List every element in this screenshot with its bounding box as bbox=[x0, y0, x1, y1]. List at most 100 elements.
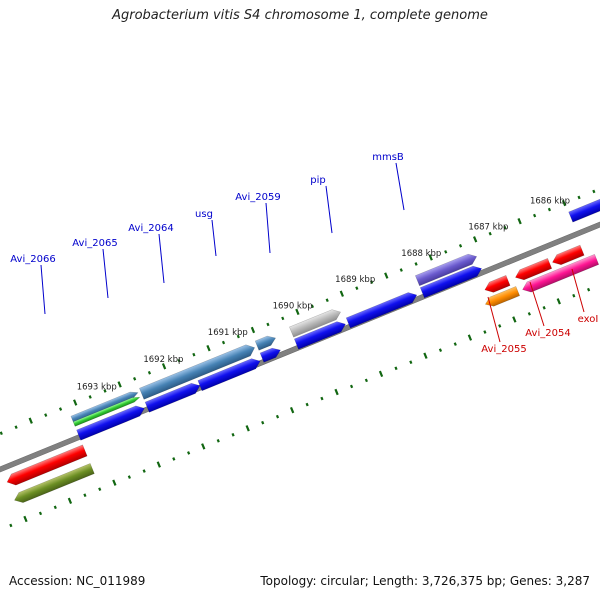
cds-forward-arrow bbox=[144, 382, 201, 413]
cds-forward-arrow bbox=[294, 321, 346, 350]
gene-label: Avi_2059 bbox=[235, 192, 280, 203]
gc-tick bbox=[378, 370, 384, 378]
gc-tick bbox=[517, 217, 522, 225]
gc-tick bbox=[473, 236, 478, 243]
gc-tick bbox=[187, 451, 191, 455]
gc-tick bbox=[414, 262, 418, 266]
cds-reverse-arrow bbox=[6, 444, 88, 486]
gc-tick bbox=[112, 479, 117, 486]
gc-tick bbox=[245, 425, 250, 432]
gc-tick bbox=[483, 330, 487, 334]
gc-tick bbox=[325, 298, 329, 303]
gene-label: Avi_2064 bbox=[128, 223, 173, 234]
gc-tick bbox=[453, 342, 457, 346]
gc-tick bbox=[216, 439, 220, 443]
leader-line bbox=[571, 268, 585, 313]
cds-reverse-arrow bbox=[515, 258, 553, 281]
cds-forward-arrow bbox=[259, 347, 281, 363]
gc-tick bbox=[88, 395, 92, 399]
cds-forward-arrow bbox=[197, 358, 261, 392]
gene-region bbox=[254, 335, 276, 351]
gc-tick bbox=[488, 231, 492, 236]
gc-tick bbox=[533, 213, 537, 218]
gc-tick bbox=[310, 304, 314, 309]
gene-label: exoI bbox=[578, 314, 599, 325]
gc-tick bbox=[592, 189, 596, 194]
gc-tick bbox=[236, 334, 240, 339]
gc-tick bbox=[127, 475, 131, 479]
cds-reverse-arrow bbox=[552, 244, 585, 266]
gc-tick bbox=[142, 469, 146, 473]
gene-label: Avi_2066 bbox=[10, 254, 55, 265]
gc-tick bbox=[467, 334, 473, 341]
gc-tick bbox=[512, 316, 517, 323]
gc-tick bbox=[370, 280, 374, 284]
gc-tick bbox=[44, 413, 48, 417]
gc-tick bbox=[556, 298, 561, 305]
feature-track bbox=[6, 192, 600, 503]
gc-tick bbox=[23, 515, 28, 523]
gc-tick bbox=[266, 322, 270, 327]
leader-line bbox=[487, 296, 501, 343]
gc-tick bbox=[147, 370, 152, 375]
ruler-label: 1687 kbp bbox=[468, 223, 508, 233]
leader-line bbox=[265, 202, 271, 254]
cds-forward-arrow bbox=[419, 265, 482, 299]
gc-tick bbox=[206, 344, 211, 352]
gc-tick bbox=[289, 406, 295, 414]
gene-region bbox=[139, 344, 256, 400]
gc-tick bbox=[172, 457, 176, 461]
gc-tick bbox=[201, 443, 206, 450]
misc-feature-arrow bbox=[14, 463, 95, 503]
gc-tick bbox=[38, 511, 43, 516]
pseudo-gene bbox=[289, 309, 341, 338]
gc-tick bbox=[409, 360, 413, 365]
gc-tick bbox=[275, 414, 280, 419]
gc-tick bbox=[231, 432, 235, 437]
gc-tick bbox=[587, 287, 591, 292]
gc-tick bbox=[399, 268, 403, 272]
gc-tick bbox=[305, 402, 309, 407]
gc-tick bbox=[0, 431, 3, 436]
accession-text: Accession: NC_011989 bbox=[9, 574, 146, 588]
gc-tick bbox=[221, 340, 226, 345]
gc-tick bbox=[577, 195, 581, 200]
cds-forward-arrow bbox=[345, 292, 418, 329]
cds-reverse-arrow bbox=[522, 253, 600, 293]
gc-tick bbox=[103, 389, 107, 393]
gc-tick bbox=[53, 505, 57, 510]
gc-skew-upper-track bbox=[0, 189, 596, 436]
gc-tick bbox=[561, 199, 567, 207]
gc-tick bbox=[428, 254, 433, 261]
misc-feature-arrow bbox=[72, 396, 141, 427]
leader-line bbox=[325, 185, 333, 234]
ruler-labels: 1693 kbp 1692 kbp 1691 kbp 1690 kbp 1689 kbp… bbox=[77, 196, 570, 392]
cds-forward-arrow bbox=[76, 405, 145, 441]
gc-tick bbox=[527, 312, 531, 316]
gene-labels: Avi_2066 Avi_2065 Avi_2064 usg Avi_2059 pip mm… bbox=[10, 152, 598, 355]
gc-tick bbox=[261, 420, 265, 425]
gc-tick bbox=[133, 377, 137, 381]
ruler-label: 1689 kbp bbox=[335, 275, 375, 285]
repeat-region bbox=[70, 391, 139, 423]
gc-tick bbox=[98, 487, 102, 491]
leader-line bbox=[529, 281, 545, 327]
ruler-label: 1688 kbp bbox=[401, 249, 441, 259]
gc-tick bbox=[67, 497, 73, 505]
gc-tick bbox=[498, 324, 502, 328]
gc-tick bbox=[355, 286, 359, 290]
gene-label: pip bbox=[310, 175, 325, 186]
gc-tick bbox=[58, 407, 63, 411]
map-title: Agrobacterium vitis S4 chromosome 1, com… bbox=[112, 8, 488, 23]
gc-tick bbox=[117, 381, 122, 388]
ruler-label: 1691 kbp bbox=[208, 328, 248, 338]
ruler-label: 1690 kbp bbox=[273, 301, 313, 311]
gc-tick bbox=[423, 352, 428, 359]
gc-tick bbox=[364, 378, 368, 383]
trna-arrow bbox=[484, 286, 520, 307]
gc-tick bbox=[177, 358, 181, 363]
gc-tick bbox=[458, 244, 463, 248]
gc-tick bbox=[438, 348, 443, 352]
map-rotated-layer bbox=[0, 148, 600, 532]
